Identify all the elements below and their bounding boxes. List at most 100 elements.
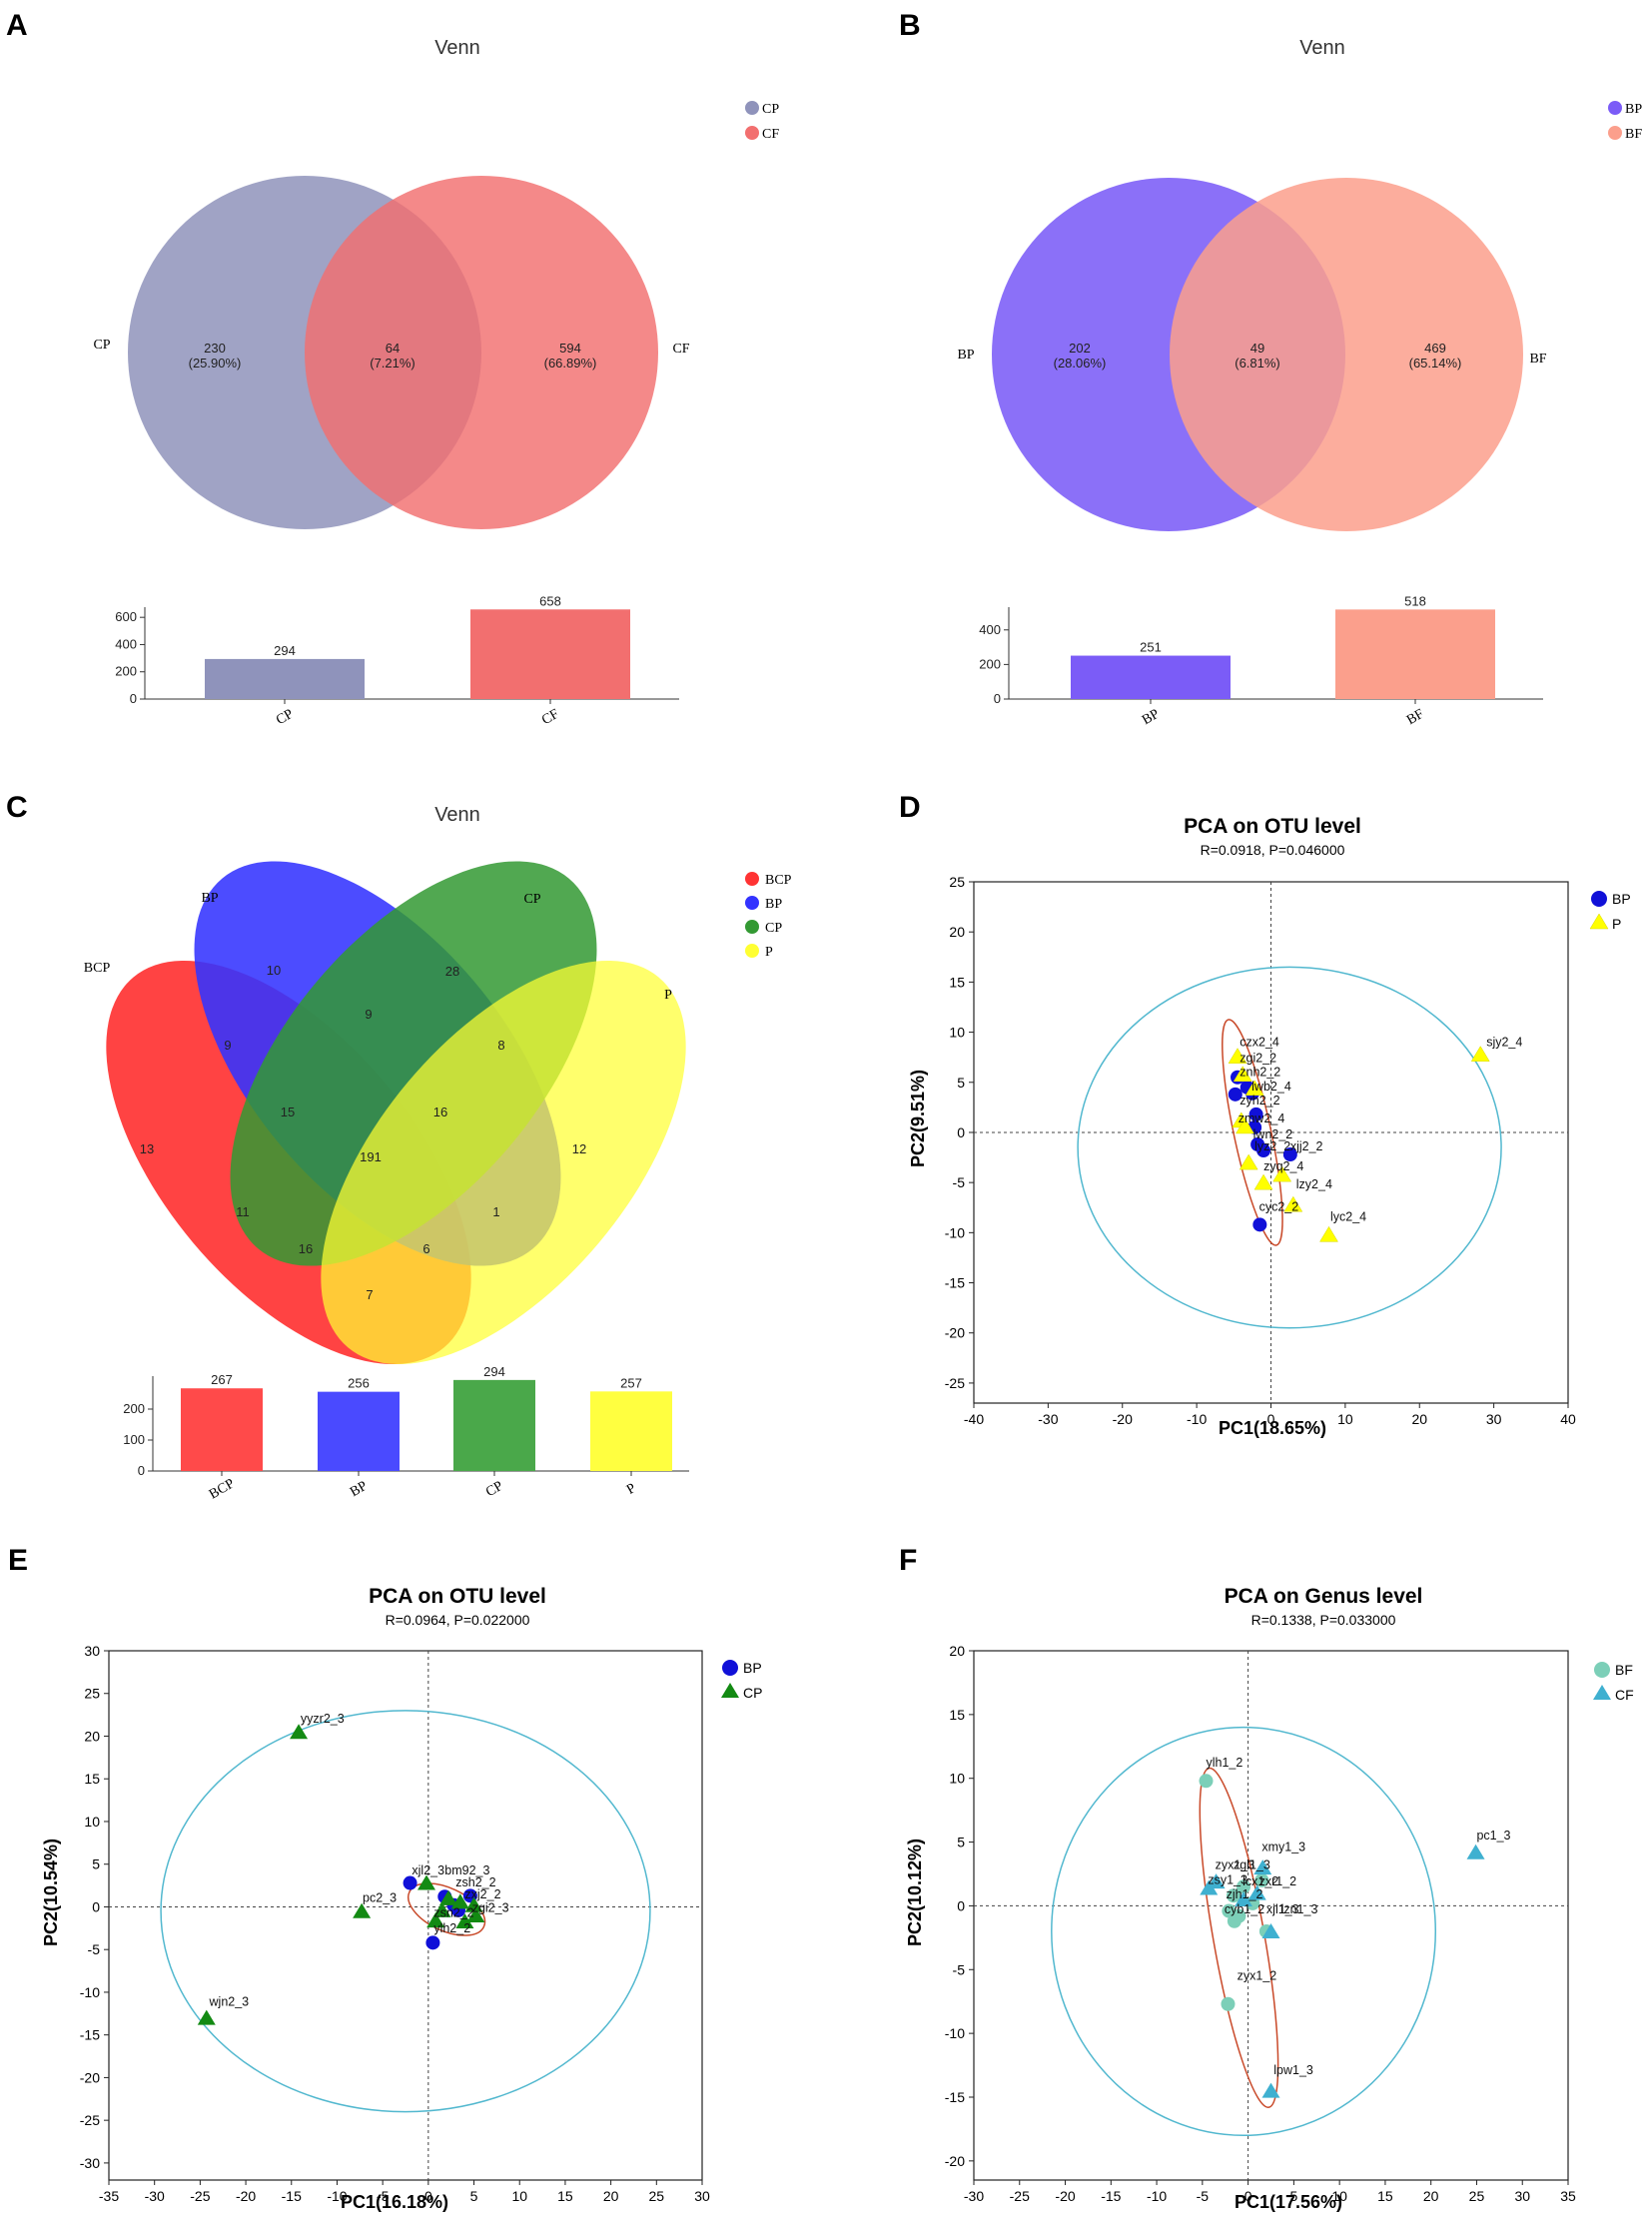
venn-circle-cf bbox=[305, 176, 658, 529]
panel-b-title: Venn bbox=[1299, 37, 1345, 59]
x-tick-label: 20 bbox=[1423, 2188, 1439, 2204]
point-label: xjl2_3 bbox=[412, 1863, 444, 1877]
y-tick-label: 20 bbox=[949, 924, 965, 940]
legend-marker bbox=[745, 101, 759, 115]
data-point bbox=[1228, 1087, 1242, 1102]
panel-d: D PCA on OTU level R=0.0918, P=0.046000 … bbox=[899, 791, 1631, 1438]
panel-c-title: Venn bbox=[434, 804, 480, 826]
panel-e-ylabel: PC2(10.54%) bbox=[41, 1839, 61, 1946]
y-tick-label: 5 bbox=[92, 1856, 100, 1872]
point-label: zgl1_3 bbox=[1234, 1857, 1270, 1871]
x-tick-label: BF bbox=[1404, 707, 1427, 729]
x-tick-label: 20 bbox=[603, 2188, 619, 2204]
panel-e: E PCA on OTU level R=0.0964, P=0.022000 … bbox=[8, 1544, 762, 2212]
x-tick-label: BP bbox=[348, 1479, 371, 1501]
legend: BP P bbox=[1589, 891, 1631, 932]
x-tick-label: 30 bbox=[1514, 2188, 1530, 2204]
point-label: lpw1_3 bbox=[1273, 2063, 1313, 2077]
venn-region-count: 15 bbox=[281, 1105, 295, 1119]
y-tick-label: 30 bbox=[84, 1643, 100, 1659]
venn-region-pct: (25.90%) bbox=[189, 356, 242, 370]
legend-label: CF bbox=[1615, 1687, 1634, 1703]
legend-label: BF bbox=[1615, 1662, 1633, 1678]
bar bbox=[318, 1391, 400, 1471]
point-label: zsh2_2 bbox=[455, 1875, 495, 1889]
bar-chart-b: 0 200 400 251 BP 518 BF bbox=[979, 593, 1543, 728]
panel-b-label: B bbox=[899, 9, 921, 42]
x-tick-label: CP bbox=[483, 1479, 506, 1501]
y-tick-label: -10 bbox=[945, 1224, 965, 1240]
data-point bbox=[1244, 1080, 1264, 1097]
venn-ellipse-p bbox=[321, 960, 686, 1365]
bar-value-label: 257 bbox=[620, 1375, 642, 1390]
x-tick-label: -40 bbox=[964, 1411, 984, 1427]
bar-chart-c: 0 100 200 267 BCP 256 BP 294 CP 257 P bbox=[123, 1364, 689, 1503]
y-tick-label: 0 bbox=[130, 691, 137, 706]
x-tick-label: 0 bbox=[424, 2188, 432, 2204]
x-tick-label: 25 bbox=[649, 2188, 665, 2204]
legend-marker bbox=[745, 126, 759, 140]
point-label: lyz2_2 bbox=[1254, 1139, 1290, 1153]
legend-marker bbox=[1594, 1662, 1610, 1678]
data-point bbox=[1319, 1225, 1338, 1242]
point-label: zjh1_2 bbox=[1227, 1887, 1263, 1901]
bar-value-label: 294 bbox=[274, 643, 296, 658]
point-label: pc1_3 bbox=[1476, 1829, 1510, 1843]
panel-c: C Venn BCP BP CP P 13 10 28 12 9 8 9 15 … bbox=[6, 791, 792, 1503]
x-tick-label: 0 bbox=[1244, 2188, 1252, 2204]
data-point bbox=[432, 1901, 451, 1917]
confidence-ellipse-group bbox=[408, 1882, 486, 1936]
y-tick-label: -15 bbox=[80, 2027, 100, 2043]
point-label: ylh2_2 bbox=[433, 1921, 470, 1935]
x-tick-label: 30 bbox=[694, 2188, 710, 2204]
venn-region-count: 10 bbox=[267, 963, 281, 978]
venn-region-count: 12 bbox=[572, 1141, 586, 1156]
legend-marker bbox=[1591, 891, 1607, 907]
x-tick-label: 10 bbox=[1337, 1411, 1353, 1427]
point-label: zyq2_4 bbox=[1263, 1159, 1303, 1173]
data-point bbox=[1261, 1922, 1280, 1938]
venn-set-label-p: P bbox=[664, 988, 672, 1003]
plot-frame bbox=[973, 1650, 1569, 2181]
y-tick-label: 0 bbox=[92, 1898, 100, 1914]
point-label: lzy2_4 bbox=[1296, 1177, 1332, 1191]
confidence-ellipse-all bbox=[1077, 966, 1502, 1329]
x-tick-label: 5 bbox=[1289, 2188, 1297, 2204]
legend-marker bbox=[721, 1683, 739, 1698]
point-label: lyc2_4 bbox=[1330, 1209, 1366, 1223]
legend-marker bbox=[745, 920, 759, 934]
point-label: lwb2_4 bbox=[1251, 1080, 1291, 1094]
x-tick-label: 15 bbox=[1377, 2188, 1393, 2204]
venn-region-count: 469 bbox=[1424, 341, 1446, 356]
y-tick-label: 25 bbox=[84, 1686, 100, 1702]
data-point bbox=[1248, 1107, 1263, 1121]
venn-region-count: 230 bbox=[204, 341, 226, 356]
venn-region-pct: (6.81%) bbox=[1235, 356, 1280, 370]
x-tick-label: CP bbox=[274, 707, 297, 729]
y-tick-label: -15 bbox=[945, 2089, 965, 2105]
venn-set-label-cf: CF bbox=[672, 342, 689, 357]
legend-marker bbox=[1589, 913, 1609, 930]
panel-d-title: PCA on OTU level bbox=[1184, 815, 1361, 838]
data-point bbox=[1236, 1117, 1254, 1134]
data-point bbox=[1254, 1872, 1269, 1887]
data-point bbox=[1199, 1774, 1214, 1789]
legend-marker bbox=[745, 872, 759, 886]
pca-plot-d: -40 -30 -20 -10 0 10 20 30 40 -25 -20 -15 -10 -5 0 5 10 1… bbox=[945, 874, 1576, 1427]
venn-region-count: 64 bbox=[386, 341, 400, 356]
pca-plot-f: -30 -25 -20 -15 -10 -5 0 5 10 15 20 25 30 35 -20 -15 -10… bbox=[945, 1643, 1576, 2204]
point-label: xjl1_3 bbox=[1266, 1902, 1299, 1916]
legend-label: BP bbox=[1625, 102, 1642, 117]
x-tick-label: -10 bbox=[327, 2188, 347, 2204]
data-point bbox=[450, 1893, 469, 1909]
y-tick-label: 15 bbox=[949, 974, 965, 990]
point-label: zyx1_3 bbox=[1216, 1857, 1255, 1871]
data-point bbox=[438, 1889, 457, 1905]
x-tick-label: 35 bbox=[1560, 2188, 1576, 2204]
bar bbox=[470, 609, 630, 699]
point-label: zmw2_4 bbox=[1239, 1111, 1285, 1125]
point-label: pc2_3 bbox=[363, 1890, 397, 1904]
confidence-ellipse-all bbox=[1051, 1726, 1437, 2137]
y-tick-label: 15 bbox=[949, 1707, 965, 1723]
point-label: lcx1_2 bbox=[1242, 1874, 1278, 1888]
